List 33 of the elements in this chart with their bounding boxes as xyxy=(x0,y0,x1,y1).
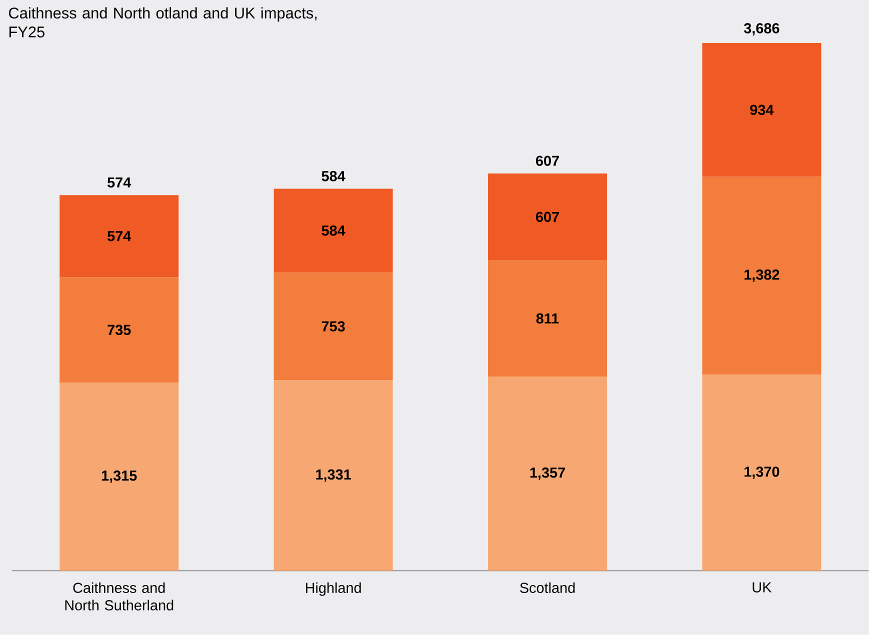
data-label: 735 xyxy=(108,324,131,336)
x-tick-label: Scotland xyxy=(520,582,575,594)
bar xyxy=(60,382,179,571)
data-label: 1,357 xyxy=(530,468,565,480)
data-label: 584 xyxy=(322,226,346,236)
data-label: 1,382 xyxy=(744,270,780,282)
bar xyxy=(488,376,607,571)
bar xyxy=(702,176,822,375)
x-tick-label: Caithness and North Sutherland xyxy=(65,582,174,610)
bar xyxy=(702,43,822,177)
bar xyxy=(60,195,179,278)
bar xyxy=(488,174,607,260)
chart-title: Caithness and North otland and UK impacts, FY25 xyxy=(8,7,317,38)
bar xyxy=(274,272,393,380)
data-label: 934 xyxy=(750,104,774,116)
annotation: 584 xyxy=(322,171,346,182)
bar xyxy=(60,277,179,383)
data-label: 811 xyxy=(536,313,559,324)
annotation: 574 xyxy=(107,178,132,188)
data-label: 753 xyxy=(322,321,345,332)
x-tick-label: UK xyxy=(752,582,772,593)
data-label: 1,315 xyxy=(102,470,137,483)
data-label: 607 xyxy=(536,212,559,222)
data-label: 1,370 xyxy=(744,466,780,479)
data-label: 574 xyxy=(107,231,132,242)
x-tick-label: Highland xyxy=(306,582,361,596)
bar xyxy=(274,188,393,272)
bar xyxy=(702,374,822,571)
bar xyxy=(488,260,607,377)
annotation: 607 xyxy=(536,156,559,166)
bar xyxy=(274,380,393,571)
data-label: 1,331 xyxy=(316,469,351,482)
annotation: 3,686 xyxy=(744,23,780,36)
